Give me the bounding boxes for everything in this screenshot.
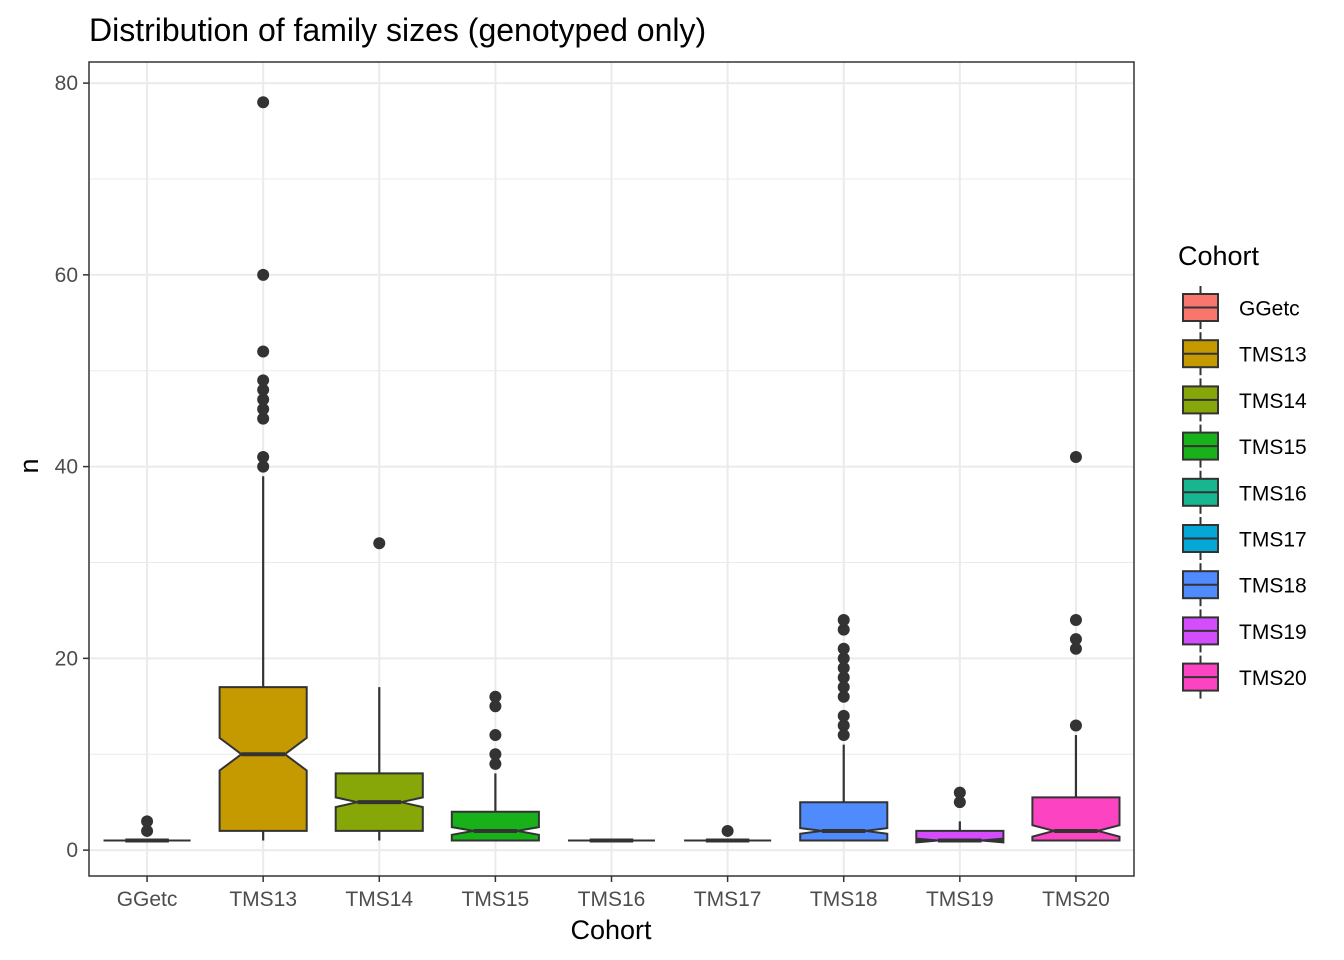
- outlier-point: [837, 709, 850, 722]
- outlier-point: [837, 623, 850, 636]
- outlier-point: [257, 412, 270, 425]
- legend-label: GGetc: [1239, 298, 1300, 321]
- outlier-point: [1069, 642, 1082, 655]
- outlier-point: [373, 537, 386, 550]
- legend: Cohort GGetc TMS13 TMS14 TMS15 TMS16 TMS17 TMS…: [1178, 241, 1307, 699]
- box-tms17: [684, 824, 772, 843]
- outlier-point: [1069, 614, 1082, 627]
- boxes: [103, 96, 1121, 844]
- y-tick-label: 0: [66, 839, 78, 862]
- outlier-point: [837, 719, 850, 732]
- box-tms18: [799, 614, 889, 842]
- outlier-point: [257, 345, 270, 358]
- outlier-point: [837, 614, 850, 627]
- outlier-point: [489, 729, 502, 742]
- outlier-point: [257, 96, 270, 109]
- outlier-point: [257, 460, 270, 473]
- legend-item-tms20: TMS20: [1182, 655, 1307, 699]
- outlier-point: [489, 748, 502, 761]
- legend-label: TMS18: [1239, 575, 1307, 598]
- box-body: [799, 801, 889, 842]
- legend-title: Cohort: [1178, 241, 1260, 271]
- legend-item-tms14: TMS14: [1182, 378, 1307, 422]
- x-tick-label: GGetc: [117, 888, 178, 911]
- outlier-point: [1069, 451, 1082, 464]
- box-body: [218, 686, 308, 832]
- x-axis: GGetc TMS13 TMS14 TMS15 TMS16 TMS17 TMS18 TMS19…: [117, 876, 1110, 911]
- legend-item-tms16: TMS16: [1182, 470, 1307, 514]
- outlier-point: [257, 451, 270, 464]
- outlier-point: [257, 374, 270, 387]
- outlier-point: [489, 757, 502, 770]
- x-tick-label: TMS20: [1042, 888, 1110, 911]
- x-tick-label: TMS17: [694, 888, 762, 911]
- outlier-point: [837, 642, 850, 655]
- legend-item-tms19: TMS19: [1182, 609, 1307, 653]
- outlier-point: [837, 690, 850, 703]
- outlier-point: [837, 729, 850, 742]
- box-tms13: [218, 96, 308, 841]
- y-tick-label: 60: [55, 264, 78, 287]
- outlier-point: [721, 824, 734, 837]
- outlier-point: [837, 671, 850, 684]
- outlier-point: [837, 652, 850, 665]
- chart-title: Distribution of family sizes (genotyped …: [89, 12, 706, 48]
- outlier-point: [141, 824, 154, 837]
- x-tick-label: TMS18: [810, 888, 878, 911]
- legend-label: TMS14: [1239, 390, 1307, 413]
- box-body: [1031, 796, 1121, 842]
- legend-label: TMS17: [1239, 529, 1307, 552]
- outlier-point: [489, 700, 502, 713]
- legend-label: TMS19: [1239, 621, 1307, 644]
- legend-item-tms13: TMS13: [1182, 332, 1307, 376]
- box-body: [450, 810, 540, 842]
- box-tms15: [450, 690, 540, 842]
- legend-label: TMS15: [1239, 436, 1307, 459]
- legend-label: TMS16: [1239, 482, 1307, 505]
- outlier-point: [257, 393, 270, 406]
- legend-item-tms17: TMS17: [1182, 517, 1307, 560]
- x-tick-label: TMS13: [229, 888, 297, 911]
- outlier-point: [257, 268, 270, 281]
- outlier-point: [489, 690, 502, 703]
- outlier-point: [257, 403, 270, 416]
- x-tick-label: TMS15: [462, 888, 530, 911]
- legend-item-tms18: TMS18: [1182, 563, 1307, 607]
- outlier-point: [837, 681, 850, 694]
- box-tms14: [334, 537, 424, 841]
- y-tick-label: 40: [55, 456, 78, 479]
- x-tick-label: TMS14: [345, 888, 413, 911]
- outlier-point: [1069, 633, 1082, 646]
- outlier-point: [1069, 719, 1082, 732]
- box-tms19: [915, 786, 1005, 844]
- legend-label: TMS20: [1239, 667, 1307, 690]
- outlier-point: [837, 661, 850, 674]
- legend-item-tms15: TMS15: [1182, 424, 1307, 468]
- y-tick-label: 20: [55, 647, 78, 670]
- legend-item-ggetc: GGetc: [1182, 286, 1300, 329]
- x-tick-label: TMS19: [926, 888, 994, 911]
- outlier-point: [141, 815, 154, 828]
- y-axis-title: n: [14, 458, 44, 473]
- box-ggetc: [103, 815, 191, 843]
- outlier-point: [257, 383, 270, 396]
- legend-label: TMS13: [1239, 344, 1307, 367]
- outlier-point: [953, 786, 966, 799]
- y-tick-label: 80: [55, 72, 78, 95]
- outlier-point: [953, 796, 966, 809]
- x-tick-label: TMS16: [578, 888, 646, 911]
- x-axis-title: Cohort: [570, 915, 652, 945]
- y-axis: 0 20 40 60 80: [55, 72, 89, 862]
- box-tms20: [1031, 451, 1121, 842]
